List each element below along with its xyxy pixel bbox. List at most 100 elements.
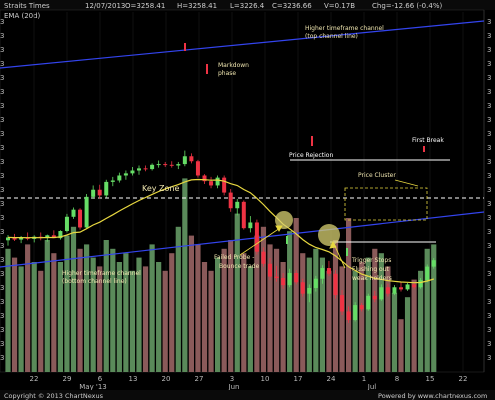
x-tick-label: 3 xyxy=(230,375,234,383)
candle-body xyxy=(326,268,331,274)
candle-body xyxy=(169,164,174,166)
marker-first-break xyxy=(423,146,425,152)
header-bar xyxy=(0,0,495,10)
candle-body xyxy=(156,164,161,166)
annotation-top-channel: Higher timeframe channel xyxy=(305,25,384,32)
open-value: O=3258.41 xyxy=(125,2,165,10)
volume-bar xyxy=(136,257,142,372)
candle-body xyxy=(392,287,397,294)
y-tick-label-left: 3 xyxy=(0,60,4,68)
x-tick-label: 8 xyxy=(395,375,399,383)
candle-body xyxy=(182,156,187,165)
y-tick-label: 3 xyxy=(487,60,491,68)
candle-body xyxy=(340,295,345,312)
y-tick-label-left: 3 xyxy=(0,186,4,194)
annotation-top-channel-sub: (top channel line) xyxy=(305,33,358,40)
x-tick-label: 10 xyxy=(261,375,270,383)
top-channel-line xyxy=(0,20,485,69)
candle-body xyxy=(431,260,436,267)
volume-bar xyxy=(300,253,306,372)
marker-rejection xyxy=(311,136,313,146)
y-tick-label: 3 xyxy=(487,256,491,264)
candle-body xyxy=(366,295,371,310)
volume-bar xyxy=(156,262,162,372)
volume-bar xyxy=(129,270,136,372)
trigger-stops-arrowhead xyxy=(329,241,337,249)
volume-bar xyxy=(208,270,214,372)
price-cluster-arrow xyxy=(394,179,419,187)
volume-bar xyxy=(221,248,227,372)
y-tick-label: 3 xyxy=(487,200,491,208)
volume-bar xyxy=(84,244,90,372)
y-tick-label: 3 xyxy=(487,270,491,278)
candle-body xyxy=(320,268,325,279)
volume-bar xyxy=(267,244,273,372)
candle-body xyxy=(235,201,240,209)
failed-probe-arrow xyxy=(239,227,281,256)
candle-body xyxy=(209,181,214,186)
annotation-key-zone: Key Zone xyxy=(142,184,179,193)
volume-bar xyxy=(25,244,31,372)
y-tick-label-left: 3 xyxy=(0,214,4,222)
volume-bar xyxy=(195,244,201,372)
annotation-price-rejection: Price Rejection xyxy=(289,152,333,159)
y-tick-label-left: 3 xyxy=(0,102,4,110)
y-tick-label-left: 3 xyxy=(0,354,4,362)
y-tick-label-left: 3 xyxy=(0,200,4,208)
candle-body xyxy=(268,263,272,277)
close-value: C=3236.66 xyxy=(272,2,312,10)
x-tick-label: 13 xyxy=(129,375,138,383)
candle-body xyxy=(412,284,417,288)
chart-date: 12/07/2013 xyxy=(85,2,125,10)
y-tick-label-left: 3 xyxy=(0,46,4,54)
y-tick-label-left: 3 xyxy=(0,242,4,250)
trigger-stops-arrow xyxy=(333,243,346,269)
annotation-arrows xyxy=(239,179,419,269)
volume-bar xyxy=(247,266,253,372)
volume-bar xyxy=(44,240,50,372)
candle-body xyxy=(399,287,403,290)
volume-bar xyxy=(346,218,352,372)
annotation-flushing: Flushing out xyxy=(352,266,390,273)
y-tick-label-left: 3 xyxy=(0,116,4,124)
volume-bar xyxy=(372,248,378,372)
volume-bar xyxy=(260,226,267,372)
candle-body xyxy=(150,164,155,170)
y-tick-label-left: 3 xyxy=(0,270,4,278)
y-tick-label-left: 3 xyxy=(0,158,4,166)
footer-copyright: Copyright © 2013 ChartNexus xyxy=(4,392,104,400)
y-tick-label: 3 xyxy=(487,284,491,292)
volume-bar xyxy=(110,248,116,372)
x-month-label: Jul xyxy=(367,383,377,391)
volume-bar xyxy=(293,218,299,372)
candle-body xyxy=(117,175,122,181)
annotation-markdown: Markdown xyxy=(218,62,249,69)
y-tick-label: 3 xyxy=(487,158,491,166)
candle-body xyxy=(300,282,305,294)
levels xyxy=(0,159,484,243)
y-tick-label-left: 3 xyxy=(0,326,4,334)
volume-bar xyxy=(365,257,371,372)
candle-body xyxy=(353,305,358,321)
y-tick-label-left: 3 xyxy=(0,228,4,236)
y-tick-label-left: 3 xyxy=(0,88,4,96)
y-tick-label-left: 3 xyxy=(0,144,4,152)
annotation-trigger-stops: Trigger Stops xyxy=(351,257,391,264)
annotation-failed-probe-sub: Bounce trade xyxy=(219,263,260,270)
volume-bar xyxy=(77,248,83,372)
volume-bar xyxy=(201,262,208,372)
y-tick-label: 3 xyxy=(487,32,491,40)
candle-body xyxy=(405,284,410,290)
volume-bar xyxy=(234,213,240,372)
candle-body xyxy=(19,237,24,240)
volume-bar xyxy=(280,262,286,372)
candle-body xyxy=(379,287,384,300)
marker-red-top xyxy=(184,43,186,51)
channel-lines xyxy=(0,20,485,268)
bottom-channel-line xyxy=(0,211,485,268)
signal-markers xyxy=(184,43,425,256)
volume-bar xyxy=(391,292,398,372)
annotation-weak-holders: weak holders xyxy=(352,275,392,282)
candle-body xyxy=(71,209,76,217)
candle-body xyxy=(294,273,299,283)
